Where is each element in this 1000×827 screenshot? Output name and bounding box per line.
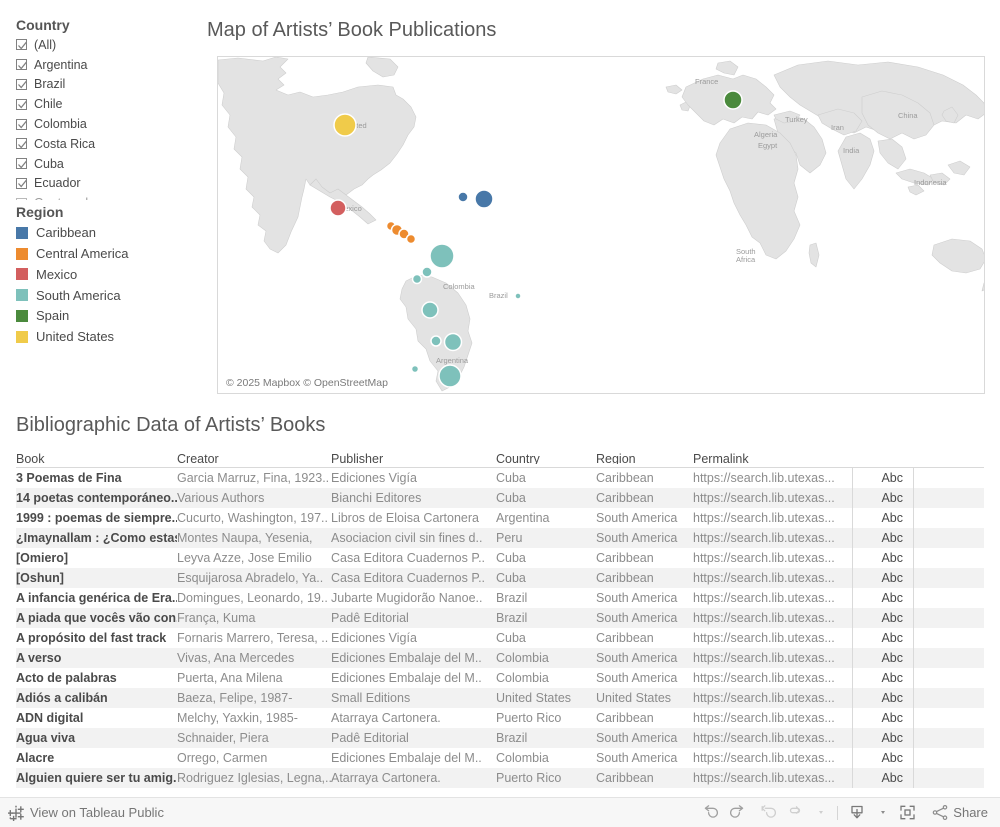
svg-text:Brazil: Brazil xyxy=(489,291,508,300)
svg-text:Iran: Iran xyxy=(831,123,844,132)
svg-text:Algeria: Algeria xyxy=(754,130,778,139)
svg-text:Indonesia: Indonesia xyxy=(914,178,947,187)
svg-text:India: India xyxy=(843,146,860,155)
svg-text:China: China xyxy=(898,111,918,120)
svg-text:Turkey: Turkey xyxy=(785,115,808,124)
svg-text:France: France xyxy=(695,77,718,86)
svg-text:Egypt: Egypt xyxy=(758,141,778,150)
svg-text:Argentina: Argentina xyxy=(436,356,469,365)
svg-text:Africa: Africa xyxy=(736,255,756,264)
svg-text:Colombia: Colombia xyxy=(443,282,476,291)
